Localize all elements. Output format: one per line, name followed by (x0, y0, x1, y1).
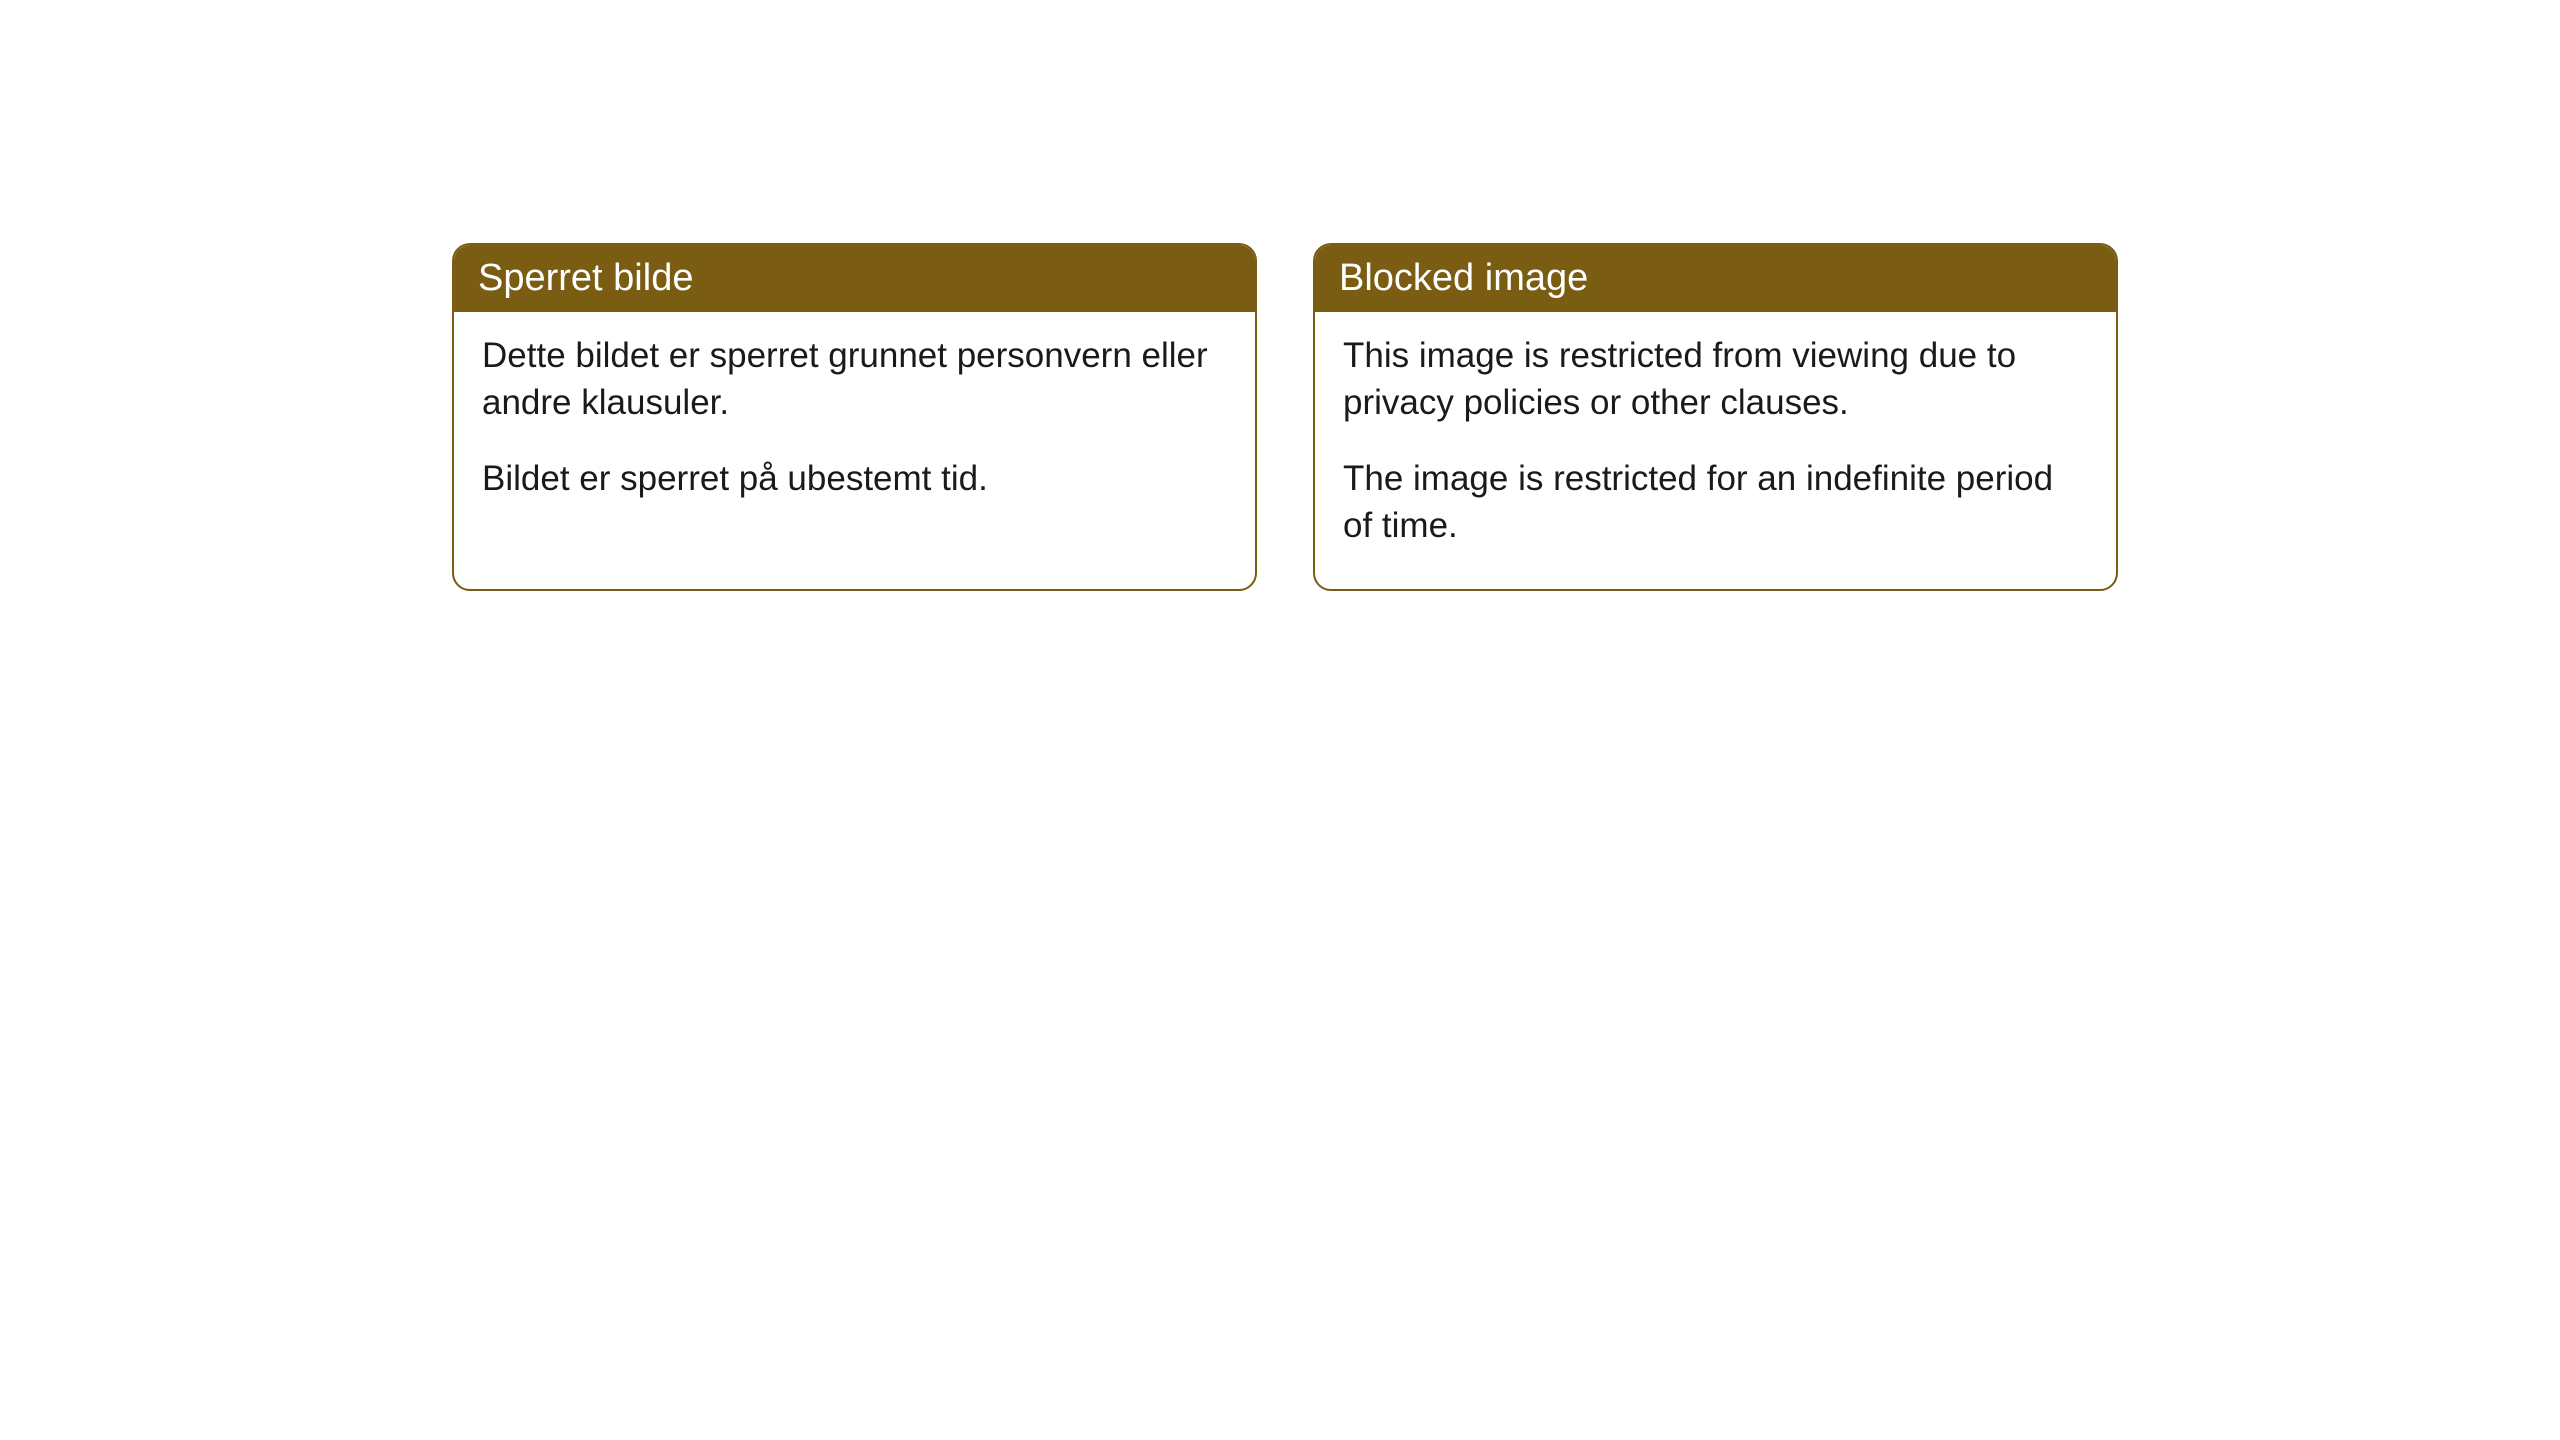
card-body: This image is restricted from viewing du… (1315, 312, 2116, 589)
card-paragraph: Bildet er sperret på ubestemt tid. (482, 455, 1227, 502)
card-body: Dette bildet er sperret grunnet personve… (454, 312, 1255, 542)
card-paragraph: Dette bildet er sperret grunnet personve… (482, 332, 1227, 427)
card-header: Sperret bilde (454, 245, 1255, 312)
card-title: Sperret bilde (478, 257, 693, 299)
notice-container: Sperret bilde Dette bildet er sperret gr… (452, 243, 2118, 591)
card-title: Blocked image (1339, 257, 1588, 299)
card-paragraph: This image is restricted from viewing du… (1343, 332, 2088, 427)
notice-card-norwegian: Sperret bilde Dette bildet er sperret gr… (452, 243, 1257, 591)
notice-card-english: Blocked image This image is restricted f… (1313, 243, 2118, 591)
card-paragraph: The image is restricted for an indefinit… (1343, 455, 2088, 550)
card-header: Blocked image (1315, 245, 2116, 312)
